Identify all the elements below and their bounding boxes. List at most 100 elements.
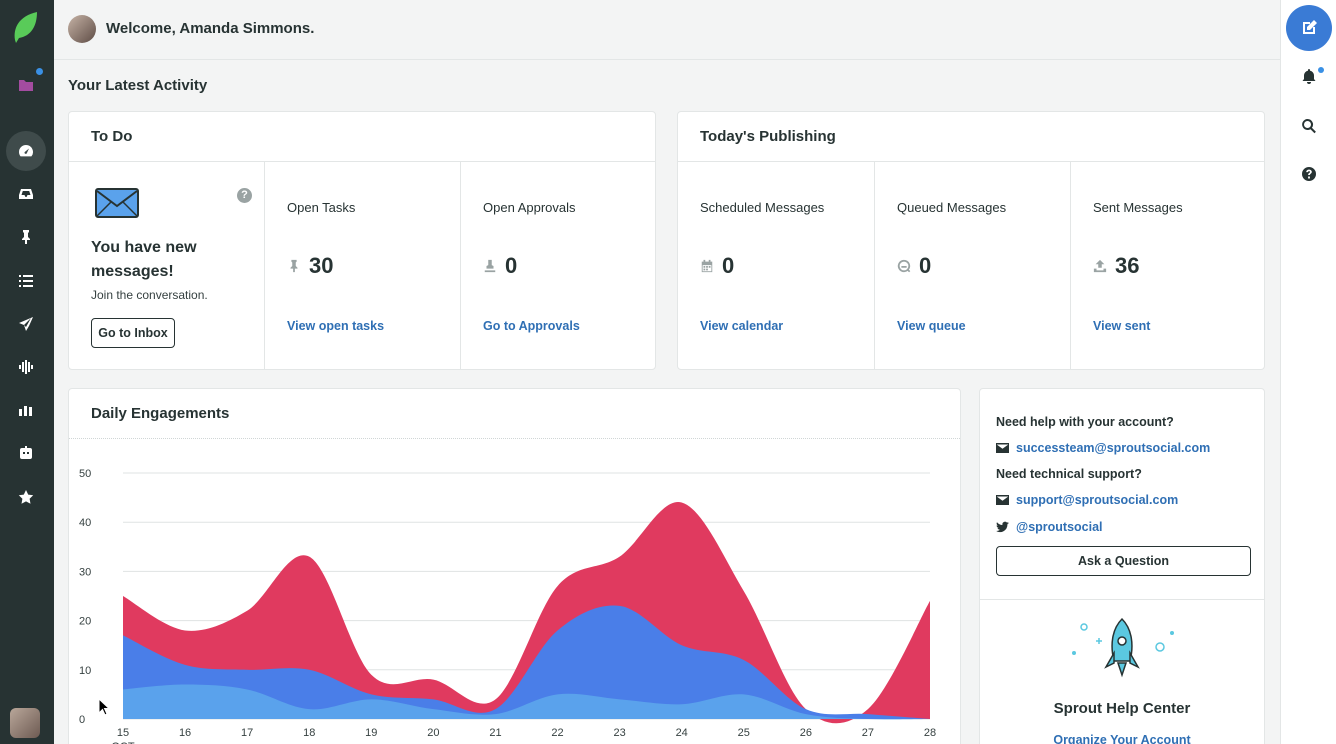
nav-publishing[interactable] bbox=[6, 304, 46, 344]
nav-listening[interactable] bbox=[6, 347, 46, 387]
x-month-label: OCT bbox=[111, 741, 135, 744]
divider bbox=[980, 599, 1264, 600]
engagements-chart: 0 10 20 30 40 50 15 16 17 18 19 20 21 22 23 24 25 26 27 28 O… bbox=[79, 468, 936, 744]
inbox-icon bbox=[19, 189, 33, 199]
ask-a-question-button[interactable]: Ask a Question bbox=[996, 546, 1251, 576]
search-button[interactable] bbox=[1299, 116, 1319, 136]
nav-inbox[interactable] bbox=[6, 174, 46, 214]
help-button[interactable] bbox=[1299, 164, 1319, 184]
organize-account-link[interactable]: Organize Your Account bbox=[1053, 733, 1191, 744]
open-tasks-label: Open Tasks bbox=[287, 200, 356, 215]
publishing-card: Today's Publishing Scheduled Messages 0 … bbox=[677, 111, 1265, 370]
scheduled-column: Scheduled Messages 0 View calendar bbox=[678, 162, 874, 369]
nav-tasks[interactable] bbox=[6, 217, 46, 257]
x-tick-label: 26 bbox=[800, 727, 812, 739]
view-calendar-link[interactable]: View calendar bbox=[700, 319, 784, 333]
notifications-button[interactable] bbox=[1299, 66, 1319, 86]
x-tick-label: 17 bbox=[241, 727, 253, 739]
paper-plane-icon bbox=[19, 317, 33, 331]
view-open-tasks-link[interactable]: View open tasks bbox=[287, 319, 385, 333]
envelope-icon bbox=[95, 188, 139, 218]
open-approvals-column: Open Approvals 0 Go to Approvals bbox=[460, 162, 656, 369]
x-tick-label: 15 bbox=[117, 727, 129, 739]
help-tooltip-icon[interactable]: ? bbox=[237, 188, 252, 203]
card-title: To Do bbox=[69, 112, 655, 162]
tech-support-label: Need technical support? bbox=[996, 467, 1142, 481]
support-email-link[interactable]: support@sproutsocial.com bbox=[1016, 493, 1179, 507]
sent-count: 36 bbox=[1115, 253, 1140, 278]
avatar bbox=[68, 15, 96, 43]
y-tick-label: 20 bbox=[79, 616, 91, 628]
nav-folder[interactable] bbox=[6, 65, 46, 105]
go-to-approvals-link[interactable]: Go to Approvals bbox=[483, 319, 580, 333]
new-messages-subtitle: Join the conversation. bbox=[91, 288, 208, 302]
bell-icon bbox=[1302, 69, 1316, 84]
new-messages-title: You have new messages! bbox=[91, 239, 197, 280]
sent-value: 36 bbox=[1093, 253, 1139, 279]
twitter-icon bbox=[996, 521, 1009, 533]
nav-reports[interactable] bbox=[6, 390, 46, 430]
x-tick-label: 25 bbox=[738, 727, 750, 739]
user-avatar[interactable] bbox=[10, 708, 40, 738]
top-header: Welcome, Amanda Simmons. bbox=[54, 0, 1280, 60]
x-tick-label: 16 bbox=[179, 727, 191, 739]
x-tick-label: 23 bbox=[613, 727, 625, 739]
help-center-title: Sprout Help Center bbox=[1053, 700, 1191, 717]
rocket-icon bbox=[1072, 617, 1174, 678]
nav-reviews[interactable] bbox=[6, 477, 46, 517]
nav-feeds[interactable] bbox=[6, 261, 46, 301]
nav-dashboard[interactable] bbox=[6, 131, 46, 171]
x-tick-label: 20 bbox=[427, 727, 439, 739]
scheduled-count: 0 bbox=[722, 253, 735, 278]
x-tick-label: 22 bbox=[551, 727, 563, 739]
email-icon bbox=[996, 443, 1009, 453]
sent-label: Sent Messages bbox=[1093, 200, 1183, 215]
email-icon bbox=[996, 495, 1009, 505]
scheduled-label: Scheduled Messages bbox=[700, 200, 825, 215]
x-tick-label: 18 bbox=[303, 727, 315, 739]
sent-tray-icon bbox=[1093, 259, 1107, 273]
cursor-icon bbox=[98, 698, 110, 716]
help-card: Need help with your account? successteam… bbox=[979, 388, 1265, 744]
x-tick-label: 19 bbox=[365, 727, 377, 739]
search-icon bbox=[1302, 119, 1316, 134]
approval-stamp-icon bbox=[484, 259, 496, 273]
section-title: Your Latest Activity bbox=[68, 77, 208, 94]
calendar-icon bbox=[701, 259, 713, 273]
open-tasks-column: Open Tasks 30 View open tasks bbox=[264, 162, 460, 369]
series-area-1 bbox=[123, 684, 930, 720]
welcome-text: Welcome, Amanda Simmons. bbox=[106, 20, 315, 37]
y-tick-label: 50 bbox=[79, 468, 91, 480]
scheduled-value: 0 bbox=[700, 253, 734, 279]
twitter-link[interactable]: @sproutsocial bbox=[1016, 520, 1103, 534]
bot-icon bbox=[20, 446, 32, 459]
y-tick-label: 40 bbox=[79, 517, 91, 529]
open-tasks-count: 30 bbox=[309, 253, 334, 278]
card-title: Today's Publishing bbox=[678, 112, 1264, 162]
right-rail bbox=[1280, 0, 1336, 744]
dashboard-icon bbox=[19, 145, 33, 157]
compose-button[interactable] bbox=[1286, 5, 1332, 51]
help-icon bbox=[1302, 167, 1316, 181]
view-queue-link[interactable]: View queue bbox=[897, 319, 966, 333]
account-help-label: Need help with your account? bbox=[996, 415, 1174, 429]
notification-dot bbox=[1318, 67, 1324, 73]
listening-icon bbox=[19, 360, 33, 374]
reports-icon bbox=[19, 406, 32, 416]
left-navigation bbox=[0, 0, 54, 744]
nav-bots[interactable] bbox=[6, 433, 46, 473]
go-to-inbox-button[interactable]: Go to Inbox bbox=[91, 318, 175, 348]
open-approvals-label: Open Approvals bbox=[483, 200, 576, 215]
new-messages-panel: ? You have new messages! Join the conver… bbox=[69, 162, 264, 369]
x-tick-label: 27 bbox=[862, 727, 874, 739]
view-sent-link[interactable]: View sent bbox=[1093, 319, 1151, 333]
folder-icon bbox=[19, 80, 33, 91]
open-tasks-value: 30 bbox=[287, 253, 333, 279]
daily-engagements-card: Daily Engagements 0 10 20 30 40 50 15 16 17 18 19 2… bbox=[68, 388, 961, 744]
compose-icon bbox=[1303, 20, 1317, 34]
sprout-logo-icon[interactable] bbox=[11, 10, 39, 44]
y-tick-label: 30 bbox=[79, 566, 91, 578]
success-team-email-link[interactable]: successteam@sproutsocial.com bbox=[1016, 441, 1211, 455]
x-tick-label: 21 bbox=[489, 727, 501, 739]
pin-icon bbox=[22, 230, 30, 244]
